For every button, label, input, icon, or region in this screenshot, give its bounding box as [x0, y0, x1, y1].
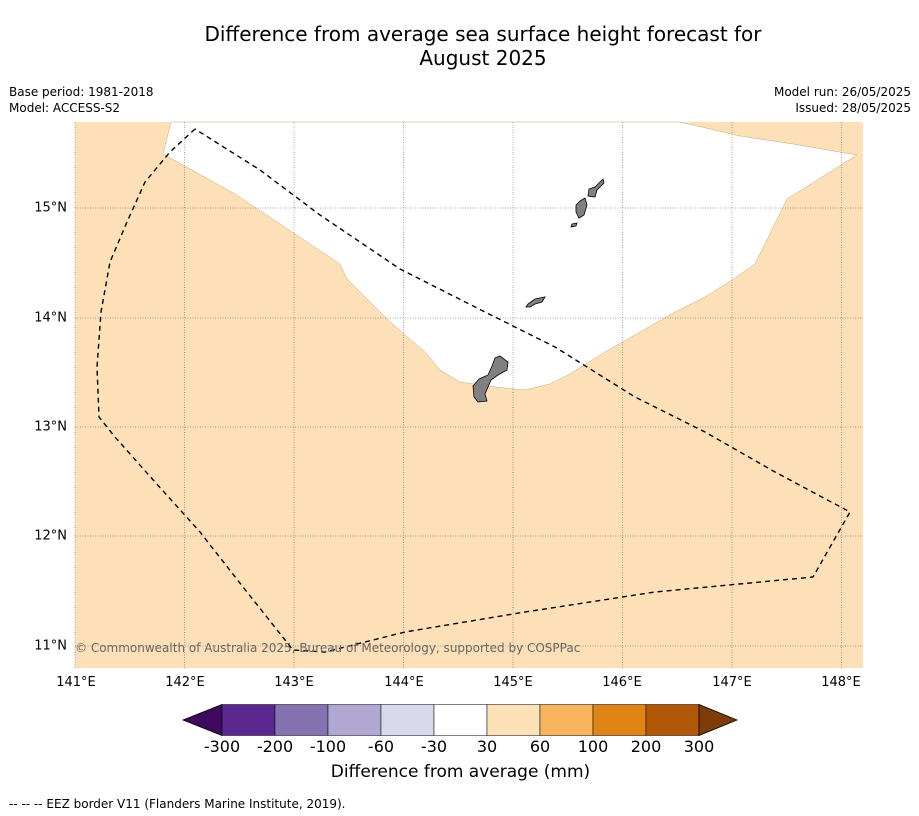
aguijan-islet [570, 222, 578, 228]
colorbar-label: -300 [203, 737, 241, 756]
map-title: Difference from average sea surface heig… [0, 22, 919, 70]
x-tick-label: 146°E [602, 675, 642, 690]
colorbar-bin [592, 704, 647, 736]
meta-right: Model run: 26/05/2025 Issued: 28/05/2025 [774, 84, 911, 116]
colorbar-extend-high [698, 703, 739, 737]
colorbar-bin [539, 704, 594, 736]
y-tick-label: 14°N [34, 310, 67, 326]
x-tick-label: 143°E [274, 675, 314, 690]
colorbar [181, 703, 739, 737]
base-period: Base period: 1981-2018 [9, 85, 154, 99]
x-tick-label: 144°E [384, 675, 424, 690]
saipan-island [587, 178, 605, 198]
colorbar-title: Difference from average (mm) [330, 762, 591, 782]
colorbar-bin [645, 704, 700, 736]
issued-date: Issued: 28/05/2025 [795, 101, 911, 115]
model-run: Model run: 26/05/2025 [773, 85, 911, 99]
colorbar-label: 30 [476, 737, 498, 756]
rota-island [525, 296, 546, 308]
colorbar-label: -30 [420, 737, 448, 756]
gridlines [74, 122, 863, 668]
x-tick-label: 142°E [165, 675, 205, 690]
neutral-anomaly-region [162, 121, 858, 391]
y-tick-label: 11°N [34, 638, 67, 654]
colorbar-label: 60 [529, 737, 551, 756]
colorbar-bin [380, 704, 435, 736]
guam-island [472, 355, 509, 403]
colorbar-bin [433, 704, 488, 736]
colorbar-label: -200 [256, 737, 294, 756]
colorbar-label: 200 [630, 737, 662, 756]
colorbar-label: -60 [367, 737, 395, 756]
x-tick-label: 141°E [56, 675, 96, 690]
colorbar-label: 300 [683, 737, 715, 756]
land-masses [472, 178, 605, 403]
colorbar-bin [327, 704, 382, 736]
y-tick-label: 15°N [34, 200, 67, 216]
x-tick-label: 147°E [712, 675, 752, 690]
title-line-1: Difference from average sea surface heig… [204, 22, 762, 46]
colorbar-bin [486, 704, 541, 736]
map-panel [74, 121, 863, 668]
meta-left: Base period: 1981-2018 Model: ACCESS-S2 [9, 84, 154, 116]
title-line-2: August 2025 [419, 46, 547, 70]
x-tick-label: 145°E [493, 675, 533, 690]
y-tick-label: 12°N [34, 528, 67, 544]
y-tick-label: 13°N [34, 419, 67, 435]
tinian-island [575, 197, 588, 219]
colorbar-bin [274, 704, 329, 736]
colorbar-label: 100 [577, 737, 609, 756]
colorbar-extend-low [181, 703, 223, 737]
model-name: Model: ACCESS-S2 [9, 101, 121, 115]
copyright-notice: © Commonwealth of Australia 2025, Bureau… [75, 641, 581, 655]
eez-legend: -- -- -- EEZ border V11 (Flanders Marine… [9, 797, 346, 811]
colorbar-bin [221, 704, 276, 736]
x-tick-label: 148°E [821, 675, 861, 690]
colorbar-label: -100 [309, 737, 347, 756]
